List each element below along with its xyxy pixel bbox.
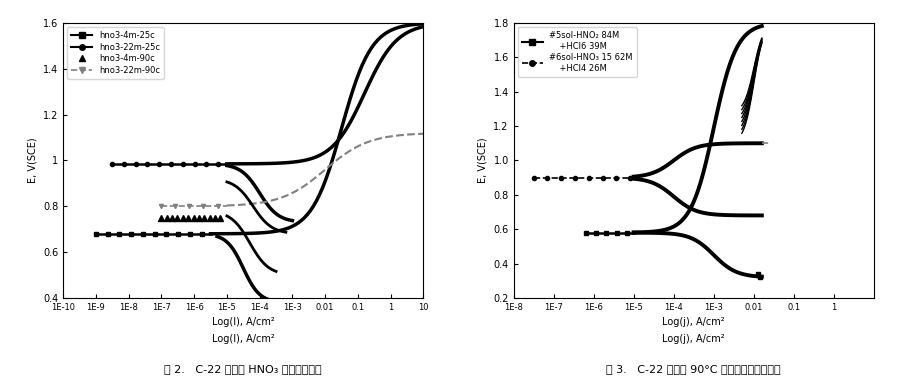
X-axis label: Log(I), A/cm²: Log(I), A/cm²	[212, 317, 275, 327]
Text: Log(I), A/cm²: Log(I), A/cm²	[212, 334, 275, 344]
Text: 图 2.   C-22 合金在 HNO₃ 中的极化曲线: 图 2. C-22 合金在 HNO₃ 中的极化曲线	[165, 364, 322, 374]
X-axis label: Log(j), A/cm²: Log(j), A/cm²	[662, 317, 725, 327]
Y-axis label: E, V(SCE): E, V(SCE)	[478, 138, 487, 183]
Legend: #5sol-HNO₂ 84M
    +HCl6 39M, #6sol-HNO₃ 15 62M
    +HCl4 26M: #5sol-HNO₂ 84M +HCl6 39M, #6sol-HNO₃ 15 …	[518, 27, 637, 77]
Legend: hno3-4m-25c, hno3-22m-25c, hno3-4m-90c, hno3-22m-90c: hno3-4m-25c, hno3-22m-25c, hno3-4m-90c, …	[68, 27, 164, 79]
Text: 图 3.   C-22 合金在 90°C 混合酸中的极化曲线: 图 3. C-22 合金在 90°C 混合酸中的极化曲线	[606, 364, 781, 374]
Text: Log(j), A/cm²: Log(j), A/cm²	[662, 334, 725, 344]
Y-axis label: E, V(SCE): E, V(SCE)	[27, 138, 37, 183]
